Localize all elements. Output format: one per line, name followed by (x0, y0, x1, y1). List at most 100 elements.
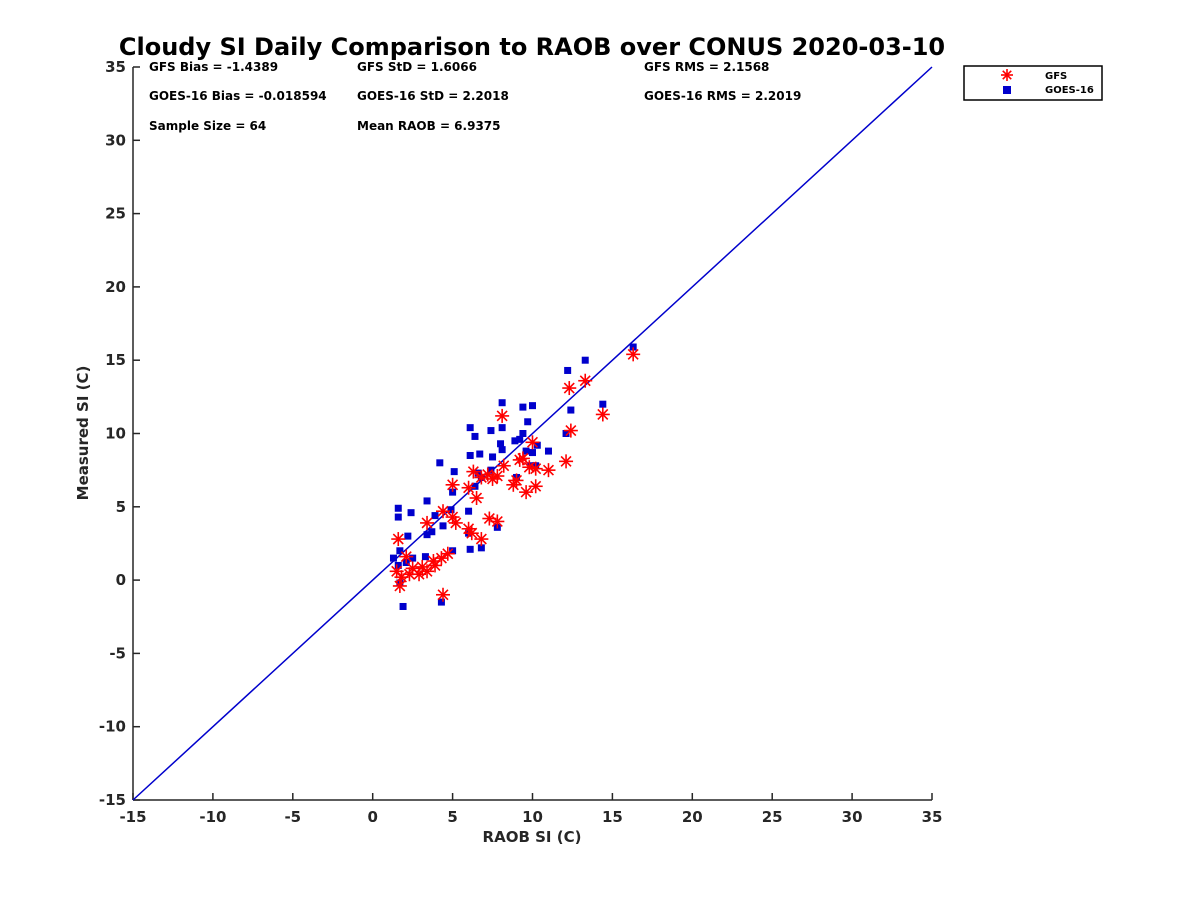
x-tick-label: 0 (367, 808, 377, 826)
gfs-point (496, 458, 511, 473)
gfs-point (434, 551, 449, 566)
gfs-point (559, 454, 574, 469)
goes16-point (599, 400, 607, 408)
goes16-point (487, 427, 495, 435)
stats-block: GFS Bias = -1.4389 GFS StD = 1.6066 GFS … (149, 60, 801, 133)
goes16-point (431, 512, 439, 520)
gfs-point (420, 515, 435, 530)
gfs-point (541, 463, 556, 478)
y-axis-ticks: -15 -10 -5 0 5 10 15 20 25 30 35 (99, 58, 140, 809)
goes16-point (396, 547, 404, 555)
y-axis-label: Measured SI (C) (74, 366, 92, 501)
goes16-point (449, 547, 457, 555)
goes16-point (394, 513, 402, 521)
goes16-point (498, 446, 506, 454)
goes16-point (394, 561, 402, 569)
stat-gfs-bias: GFS Bias = -1.4389 (149, 60, 278, 74)
goes16-point (447, 506, 455, 514)
goes16-point (476, 450, 484, 458)
goes16-point (428, 528, 436, 536)
gfs-point (626, 347, 641, 362)
x-tick-label: -15 (119, 808, 146, 826)
y-tick-label: -15 (99, 791, 126, 809)
goes16-point (466, 451, 474, 459)
goes16-point (489, 453, 497, 461)
goes16-point (466, 545, 474, 553)
goes16-point (477, 544, 485, 552)
x-tick-label: 5 (447, 808, 457, 826)
goes16-point (466, 424, 474, 432)
goes16-point (522, 447, 530, 455)
goes16-point (436, 459, 444, 467)
gfs-point (519, 485, 534, 500)
x-tick-label: 30 (842, 808, 863, 826)
goes16-point (529, 402, 536, 410)
x-tick-label: 15 (602, 808, 623, 826)
gfs-point (515, 451, 530, 466)
goes16-point (471, 482, 479, 490)
x-tick-label: 25 (762, 808, 783, 826)
goes16-point (421, 553, 429, 561)
gfs-point (428, 558, 443, 573)
gfs-point (525, 435, 540, 450)
stat-goes-rms: GOES-16 RMS = 2.2019 (644, 89, 801, 103)
gfs-point (436, 504, 451, 519)
y-tick-label: 35 (105, 58, 126, 76)
gfs-point (445, 477, 460, 492)
goes16-point (389, 554, 397, 562)
legend-goes-label: GOES-16 (1045, 85, 1094, 96)
gfs-point (562, 381, 577, 396)
x-tick-label: -5 (284, 808, 301, 826)
goes16-point (498, 424, 506, 432)
x-tick-label: 10 (522, 808, 543, 826)
y-tick-label: 30 (105, 131, 126, 149)
gfs-point (448, 515, 463, 530)
goes16-point (497, 440, 505, 448)
data-markers (389, 343, 641, 610)
goes16-point (519, 403, 527, 411)
goes16-point (409, 554, 417, 562)
stat-gfs-rms: GFS RMS = 2.1568 (644, 60, 769, 74)
goes16-point (487, 466, 495, 474)
goes16-point (471, 432, 479, 440)
gfs-point (464, 526, 479, 541)
goes16-point (524, 418, 532, 426)
goes16-point (465, 507, 473, 515)
legend: GFS GOES-16 (963, 65, 1103, 101)
legend-box (963, 65, 1103, 101)
x-tick-label: 35 (922, 808, 943, 826)
y-tick-label: 25 (105, 205, 126, 223)
gfs-point (474, 532, 489, 547)
gfs-point (436, 587, 451, 602)
goes16-point (404, 532, 412, 540)
y-tick-label: -5 (109, 644, 126, 662)
goes16-point (516, 435, 524, 443)
gfs-point (392, 578, 407, 593)
gfs-point (394, 570, 409, 585)
chart-title: Cloudy SI Daily Comparison to RAOB over … (119, 33, 945, 61)
gfs-point (528, 461, 543, 476)
stat-mean-raob: Mean RAOB = 6.9375 (357, 119, 501, 133)
x-axis-ticks: -15 -10 -5 0 5 10 15 20 25 30 35 (119, 793, 942, 826)
y-tick-label: 20 (105, 278, 126, 296)
goes16-point (562, 430, 570, 437)
gfs-point (469, 491, 484, 506)
gfs-point (461, 480, 476, 495)
stat-sample-size: Sample Size = 64 (149, 119, 266, 133)
reference-line (132, 66, 933, 801)
gfs-point (412, 567, 427, 582)
y-tick-label: 0 (116, 571, 126, 589)
y-tick-label: 5 (116, 498, 126, 516)
gfs-point (595, 407, 610, 422)
goes16-point (439, 522, 447, 530)
goes16-point (474, 469, 482, 477)
gfs-point (490, 514, 505, 529)
gfs-point (495, 408, 510, 423)
y-tick-label: 10 (105, 425, 126, 443)
y-tick-label: 15 (105, 351, 126, 369)
goes16-point (519, 430, 527, 437)
goes16-point (544, 447, 552, 455)
goes16-point (533, 441, 541, 449)
goes16-point (498, 399, 506, 407)
legend-gfs-asterisk (1001, 69, 1013, 81)
